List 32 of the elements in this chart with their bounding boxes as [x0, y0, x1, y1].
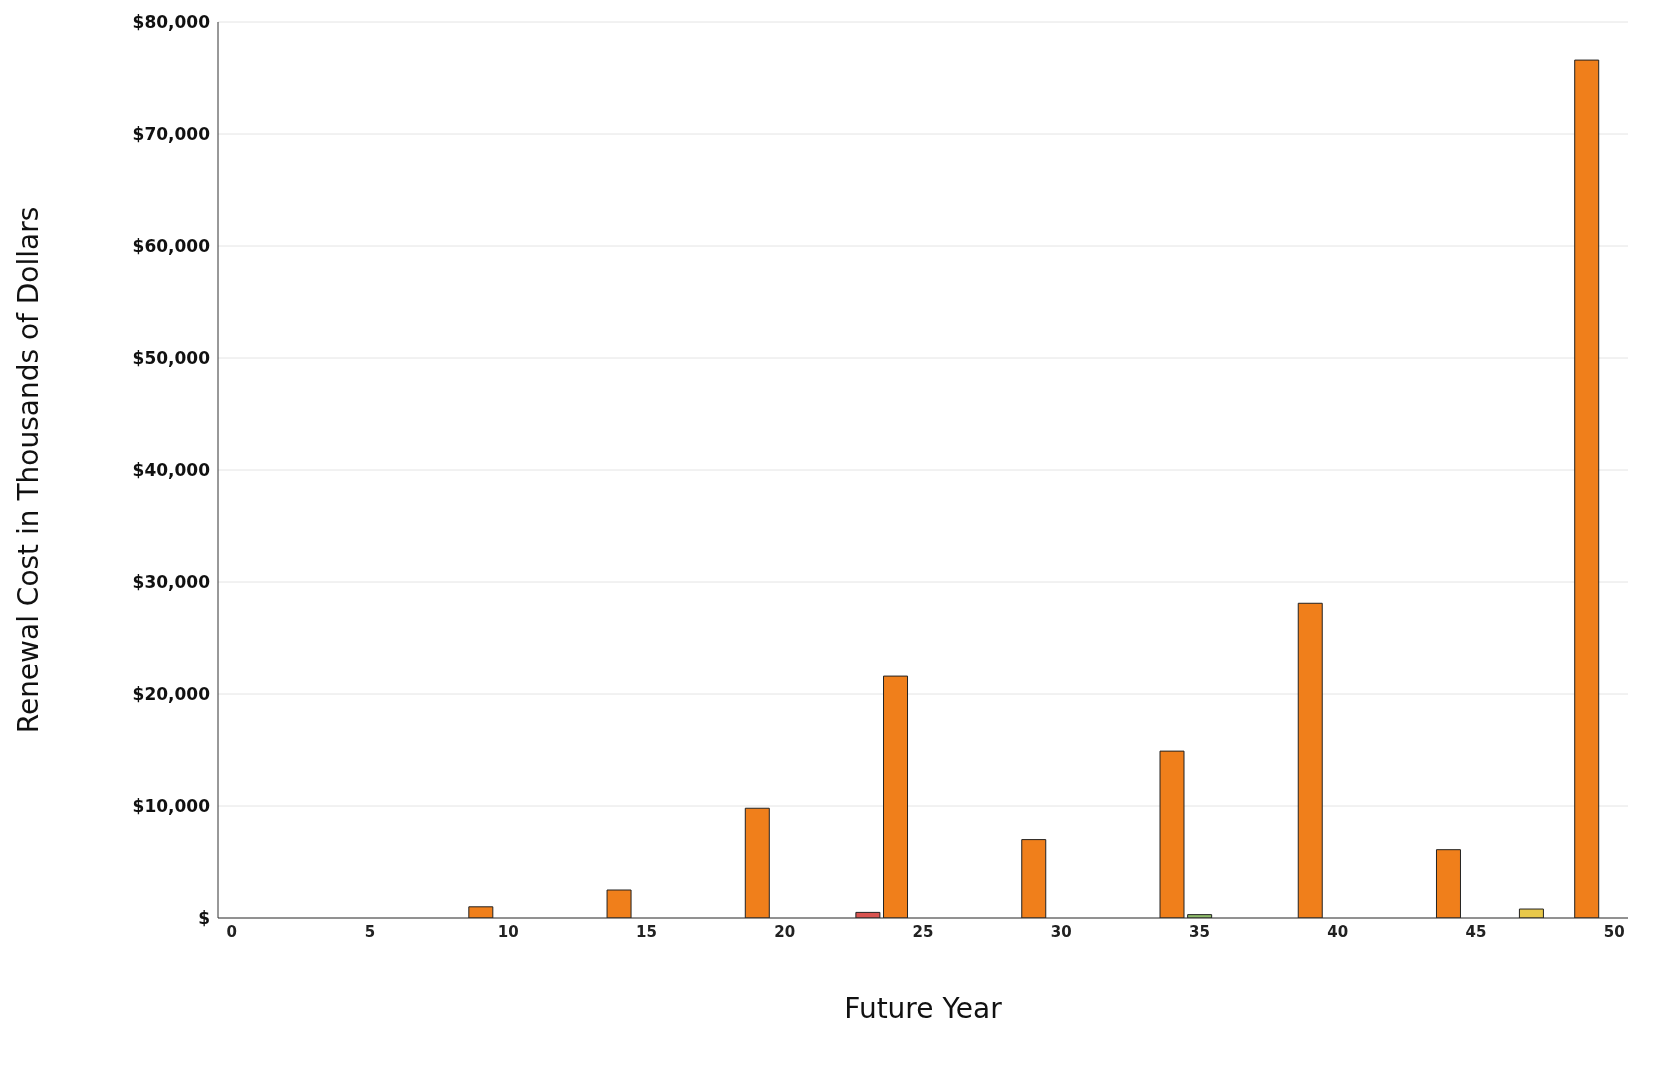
y-tick-label: $80,000	[132, 12, 211, 33]
x-tick-label: 20	[774, 922, 796, 941]
x-tick-label: 40	[1327, 922, 1349, 941]
bar	[468, 906, 494, 918]
bar	[1159, 750, 1185, 918]
x-tick-label: 50	[1603, 922, 1625, 941]
y-tick-label: $40,000	[132, 460, 211, 481]
bar	[883, 675, 909, 918]
x-tick-label: 30	[1050, 922, 1072, 941]
x-tick-label: 10	[497, 922, 519, 941]
y-axis-title: Renewal Cost in Thousands of Dollars	[11, 206, 45, 734]
y-tick-label: $50,000	[132, 348, 211, 369]
x-tick-label: 0	[226, 922, 238, 941]
y-tick-label: $60,000	[132, 236, 211, 257]
bar	[744, 807, 770, 918]
y-tick-label: $	[198, 908, 210, 929]
bar	[606, 889, 632, 918]
y-tick-label: $70,000	[132, 124, 211, 145]
y-tick-label: $10,000	[132, 796, 211, 817]
bar	[1518, 908, 1544, 918]
x-tick-label: 5	[364, 922, 376, 941]
bar	[1297, 602, 1323, 918]
x-tick-label: 35	[1189, 922, 1210, 941]
x-tick-label: 15	[636, 922, 657, 941]
x-axis-title: Future Year	[844, 992, 1003, 1025]
y-tick-label: $20,000	[132, 684, 211, 705]
y-tick-label: $30,000	[132, 572, 211, 593]
bar	[1021, 839, 1047, 918]
bar	[1435, 849, 1461, 918]
bar	[1574, 59, 1600, 918]
x-tick-label: 45	[1465, 922, 1487, 941]
x-tick-label: 25	[912, 922, 934, 941]
